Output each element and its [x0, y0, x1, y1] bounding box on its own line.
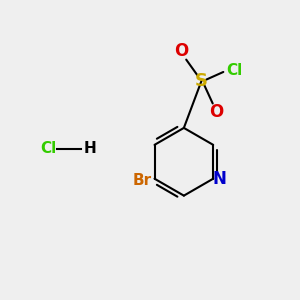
Text: Cl: Cl — [226, 63, 242, 78]
Text: N: N — [213, 170, 226, 188]
Text: O: O — [209, 103, 224, 121]
Text: Br: Br — [133, 173, 152, 188]
Text: O: O — [174, 42, 188, 60]
Text: Cl: Cl — [40, 141, 56, 156]
Text: S: S — [195, 72, 208, 90]
Text: H: H — [83, 141, 96, 156]
